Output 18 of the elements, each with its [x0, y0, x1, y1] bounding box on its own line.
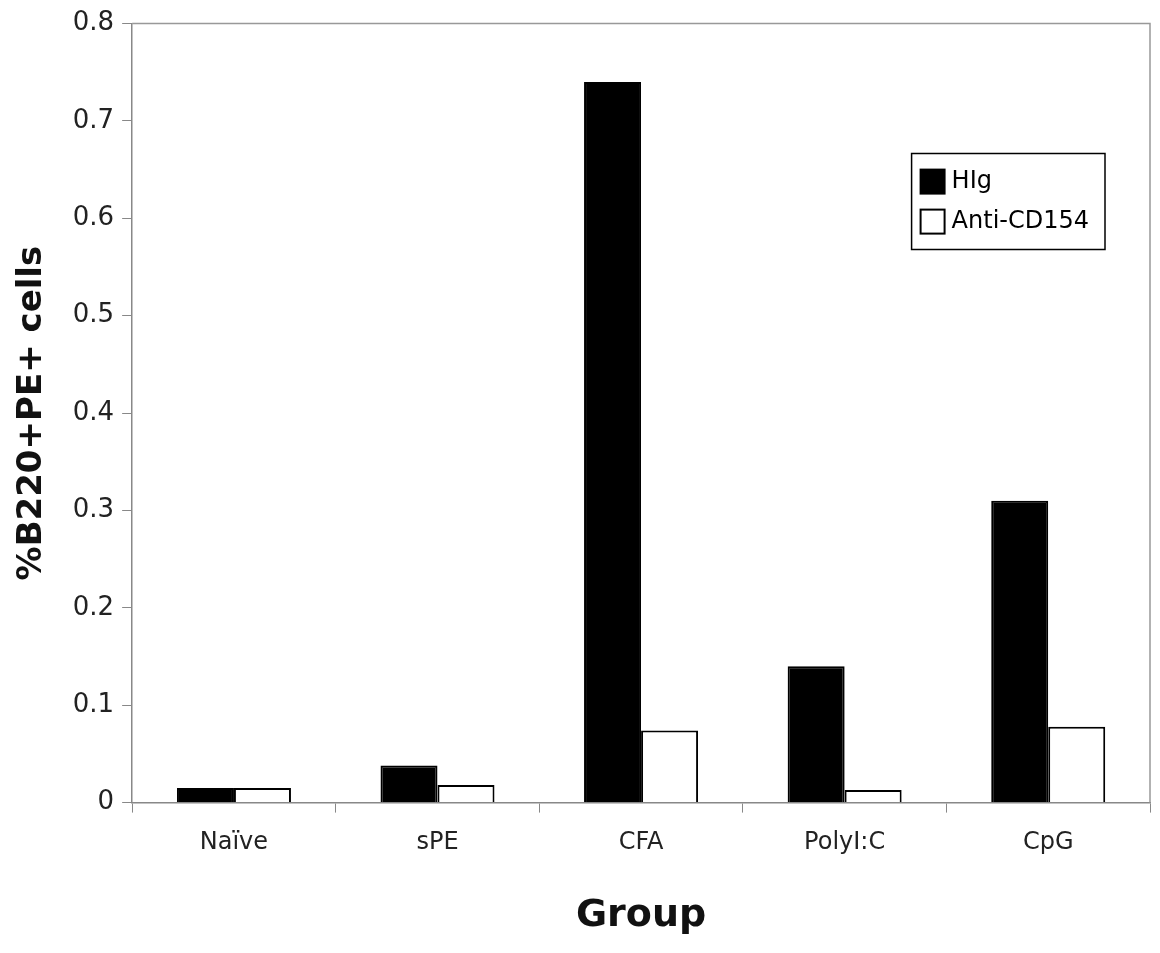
y-tick-label: 0.1	[72, 687, 115, 718]
y-tick-label: 0	[97, 785, 115, 816]
y-tick-label: 0.5	[72, 298, 115, 329]
y-tick-label: 0.2	[72, 590, 115, 621]
y-tick-label: 0.6	[72, 201, 115, 232]
x-axis-title: Group	[575, 891, 707, 936]
y-tick-label: 0.4	[72, 395, 115, 426]
legend-label: HIg	[951, 165, 992, 194]
y-tick-label: 0.3	[72, 493, 115, 524]
legend-label: Anti-CD154	[951, 205, 1090, 234]
x-tick-label: sPE	[416, 827, 459, 856]
x-tick-label: CFA	[618, 827, 665, 856]
y-axis-title: %B220+PE+ cells	[9, 245, 50, 581]
x-tick-label: Naïve	[199, 827, 269, 856]
x-tick-label: CpG	[1022, 827, 1074, 856]
y-tick-label: 0.8	[72, 6, 115, 37]
x-tick-label: PolyI:C	[804, 827, 886, 856]
y-tick-label: 0.7	[72, 103, 115, 134]
